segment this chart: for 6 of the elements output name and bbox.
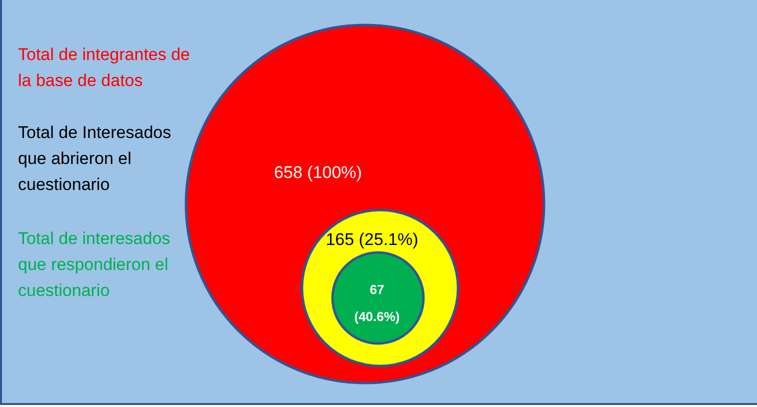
data-label: 67 (40.6%) [354, 282, 400, 324]
category-label: Total de interesados que respondieron el cuestionario [18, 228, 172, 302]
category-label: Total de Interesados que abrieron el cuestionario [18, 122, 172, 196]
data-label: 658 (100%) [274, 163, 362, 182]
category-label: Total de integrantes de la base de datos [18, 44, 192, 92]
data-label: 165 (25.1%) [326, 230, 418, 250]
